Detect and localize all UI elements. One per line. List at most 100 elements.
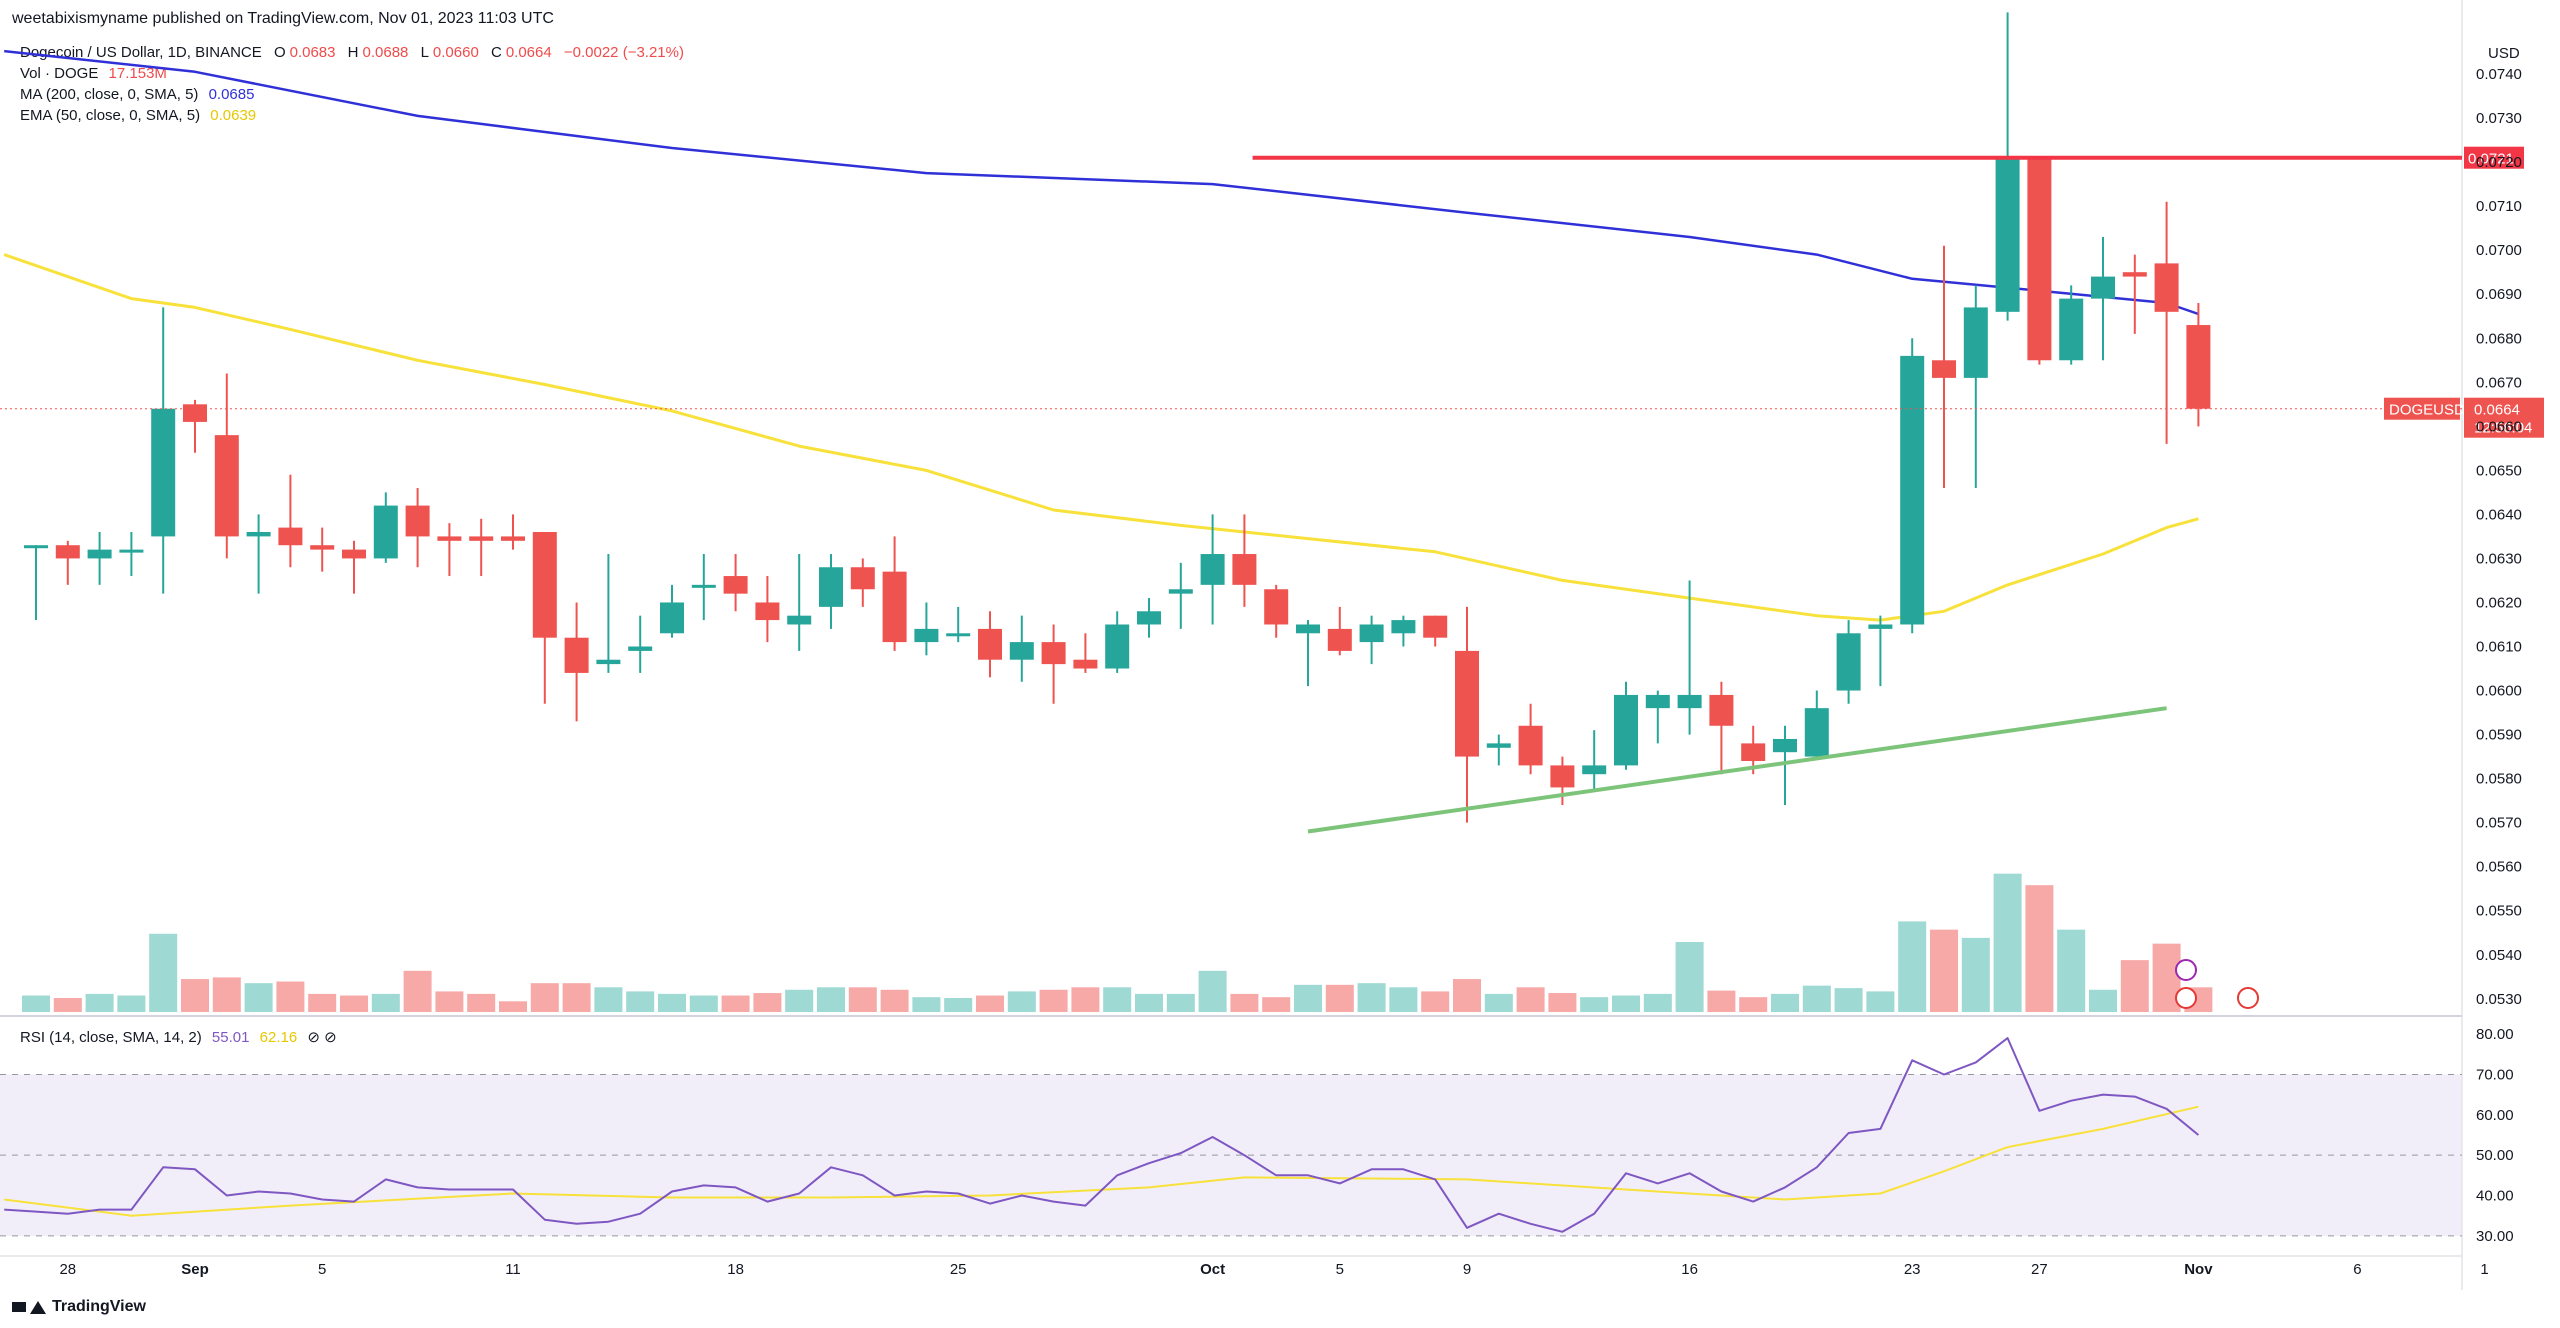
candle-body: [1582, 765, 1607, 775]
candle-body: [342, 549, 366, 559]
volume-bar: [1389, 987, 1418, 1012]
candle-body: [24, 545, 48, 549]
legend-symbol-row: Dogecoin / US Dollar, 1D, BINANCE O 0.068…: [20, 42, 692, 63]
price-axis-tick: 0.0690: [2476, 286, 2522, 303]
time-axis-tick: 5: [1336, 1261, 1344, 1278]
time-axis-tick: 11: [505, 1261, 521, 1278]
volume-bar: [562, 983, 591, 1012]
candle-body: [1868, 624, 1893, 629]
candle-body: [882, 571, 907, 643]
candle-body: [1200, 554, 1225, 585]
volume-bar: [785, 989, 814, 1012]
candle-body: [246, 532, 271, 537]
candle-body: [1391, 620, 1416, 634]
candle-body: [2059, 298, 2084, 361]
volume-bar: [149, 933, 178, 1012]
time-axis-tick: Nov: [2184, 1261, 2213, 1278]
symbol-tag: [2384, 397, 2460, 420]
legend-ema-row[interactable]: EMA (50, close, 0, SMA, 5) 0.0639: [20, 105, 692, 126]
candle-body: [1773, 738, 1797, 753]
time-axis-tick: 1: [2480, 1261, 2488, 1278]
candle-body: [469, 536, 494, 541]
candle-body: [2027, 157, 2052, 361]
volume-bar: [1930, 929, 1958, 1012]
symbol-tag-label: DOGEUSD: [2389, 402, 2465, 419]
volume-bar: [817, 987, 845, 1012]
volume-bar: [753, 993, 782, 1012]
flag-icon: [2237, 987, 2259, 1009]
volume-bar: [2120, 960, 2149, 1012]
volume-bar: [2025, 885, 2054, 1012]
volume-bar: [1325, 984, 1354, 1012]
volume-bar: [2089, 989, 2117, 1012]
ohlc-high-key: H: [347, 44, 359, 61]
price-axis-tick: 0.0640: [2476, 506, 2522, 523]
candles: [24, 12, 2211, 823]
price-axis-tick: 0.0610: [2476, 639, 2522, 656]
time-axis-tick: Sep: [181, 1261, 209, 1278]
legend-ma-row[interactable]: MA (200, close, 0, SMA, 5) 0.0685: [20, 84, 692, 105]
volume-bar: [1643, 993, 1672, 1012]
volume-bar: [117, 995, 146, 1012]
countdown-label: 12:56:04: [2474, 420, 2532, 437]
volume-bar: [976, 995, 1004, 1012]
volume-bar: [403, 970, 432, 1012]
ohlc-low: 0.0660: [432, 44, 479, 61]
volume-label: Vol · DOGE: [20, 65, 99, 82]
volume-bar: [181, 979, 209, 1012]
price-axis-tick: 0.0550: [2476, 903, 2522, 920]
volume-bar: [848, 987, 877, 1012]
volume-bar: [1898, 921, 1927, 1012]
volume-bar: [212, 977, 241, 1012]
price-axis-tick: 0.0660: [2476, 418, 2522, 435]
volume-bar: [1135, 993, 1163, 1012]
candle-body: [1995, 157, 2020, 312]
tradingview-brand[interactable]: TradingView: [12, 1298, 146, 1316]
last-price-tag: [2464, 397, 2544, 438]
candle-body: [1455, 650, 1479, 757]
volume-bar: [1166, 993, 1195, 1012]
candle-body: [755, 602, 780, 621]
volume-bar: [1707, 990, 1736, 1012]
candle-body: [183, 404, 207, 422]
rsi-ma-series: [4, 1105, 2199, 1217]
time-axis-tick: 16: [1681, 1261, 1698, 1278]
rsi-legend[interactable]: RSI (14, close, SMA, 14, 2) 55.01 62.16 …: [20, 1028, 343, 1046]
rsi-axis-tick: 50.00: [2476, 1147, 2514, 1164]
candle-body: [437, 536, 462, 541]
volume-bar: [1516, 987, 1545, 1012]
candle-body: [1741, 743, 1766, 761]
rsi-label: RSI (14, close, SMA, 14, 2): [20, 1029, 202, 1046]
volume-bar: [912, 997, 941, 1012]
candle-body: [2122, 272, 2147, 277]
volume-bar: [22, 995, 50, 1012]
volume-bar: [721, 995, 750, 1012]
price-axis-tick: 0.0570: [2476, 815, 2522, 832]
flag-icon: [2175, 987, 2197, 1009]
candle-body: [373, 505, 398, 559]
candle-body: [2186, 325, 2211, 409]
rsi-value: 55.01: [211, 1029, 250, 1046]
symbol-title[interactable]: Dogecoin / US Dollar, 1D, BINANCE: [20, 44, 262, 61]
candle-body: [501, 536, 525, 541]
volume-bar: [1039, 989, 1068, 1012]
price-axis-tick: 0.0560: [2476, 859, 2522, 876]
legend-volume-row[interactable]: Vol · DOGE 17.153M: [20, 63, 692, 84]
volume-bar: [1739, 997, 1768, 1012]
time-axis-tick: 28: [59, 1261, 76, 1278]
support-trendline: [1307, 706, 2167, 834]
candle-body: [850, 567, 875, 590]
volume-bar: [1580, 997, 1609, 1012]
price-axis-tick: 0.0540: [2476, 947, 2522, 964]
volume-bar: [1548, 993, 1577, 1012]
rsi-axis-tick: 40.00: [2476, 1188, 2514, 1205]
candle-body: [1518, 725, 1543, 766]
volume-bar: [467, 993, 496, 1012]
tradingview-logo-icon: [12, 1300, 46, 1314]
ma200-line: [4, 49, 2199, 316]
candle-body: [1963, 307, 1988, 378]
volume-bar: [1007, 991, 1036, 1012]
rsi-visibility-icons[interactable]: ⊘ ⊘: [307, 1029, 337, 1046]
